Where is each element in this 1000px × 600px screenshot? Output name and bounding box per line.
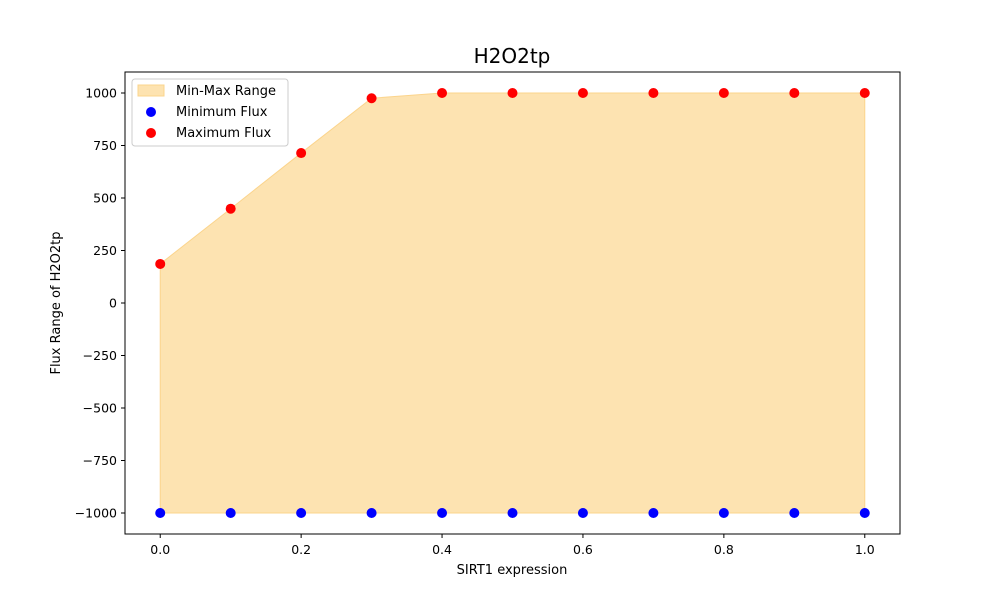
chart-title: H2O2tp [474,44,551,68]
minimum-flux-point [366,508,377,518]
legend-marker-minimum-flux [146,107,156,117]
legend-label-min-max-range: Min-Max Range [176,84,276,99]
maximum-flux-point [859,88,870,98]
minimum-flux-point [577,508,588,518]
y-tick-label: −500 [83,401,117,416]
y-tick-label: −750 [83,453,117,468]
maximum-flux-point [507,88,518,98]
minimum-flux-point [859,508,870,518]
maximum-flux-point [225,203,236,214]
maximum-flux-point [296,148,307,159]
x-axis-label: SIRT1 expression [457,563,568,578]
minimum-flux-point [507,508,518,518]
x-tick-label: 0.6 [573,542,593,557]
x-tick-label: 0.2 [291,542,311,557]
maximum-flux-point [648,88,659,98]
legend-marker-maximum-flux [146,128,156,138]
y-tick-label: 0 [109,296,117,311]
x-tick-label: 0.4 [432,542,452,557]
legend-swatch-min-max-range [137,84,165,97]
y-axis-label: Flux Range of H2O2tp [49,231,64,374]
legend-label-maximum-flux: Maximum Flux [176,126,272,141]
minimum-flux-point [789,508,800,518]
y-tick-label: −1000 [75,506,117,521]
minimum-flux-point [225,508,236,518]
legend: Min-Max Range Minimum Flux Maximum Flux [131,78,289,147]
maximum-flux-point [155,258,166,269]
legend-label-minimum-flux: Minimum Flux [176,105,268,120]
y-tick-label: −250 [83,348,117,363]
minimum-flux-point [648,508,659,518]
x-tick-label: 0.0 [150,542,170,557]
minimum-flux-point [155,508,166,518]
axes: 0.0 0.2 0.4 0.6 0.8 1.0 −1000 −750 −500 −250 0 250 5… [75,86,875,558]
minimum-flux-point [437,508,448,518]
y-tick-label: 750 [93,138,117,153]
x-tick-label: 0.8 [714,542,734,557]
maximum-flux-point [577,88,588,98]
legend-box [131,78,289,147]
minimum-flux-point [718,508,729,518]
y-tick-label: 1000 [85,86,117,101]
y-tick-label: 500 [93,191,117,206]
maximum-flux-point [718,88,729,98]
plot-area [155,88,870,518]
minimum-flux-point [296,508,307,518]
maximum-flux-point [789,88,800,98]
y-tick-label: 250 [93,243,117,258]
maximum-flux-point [366,93,377,104]
x-tick-label: 1.0 [855,542,875,557]
maximum-flux-point [437,88,448,98]
